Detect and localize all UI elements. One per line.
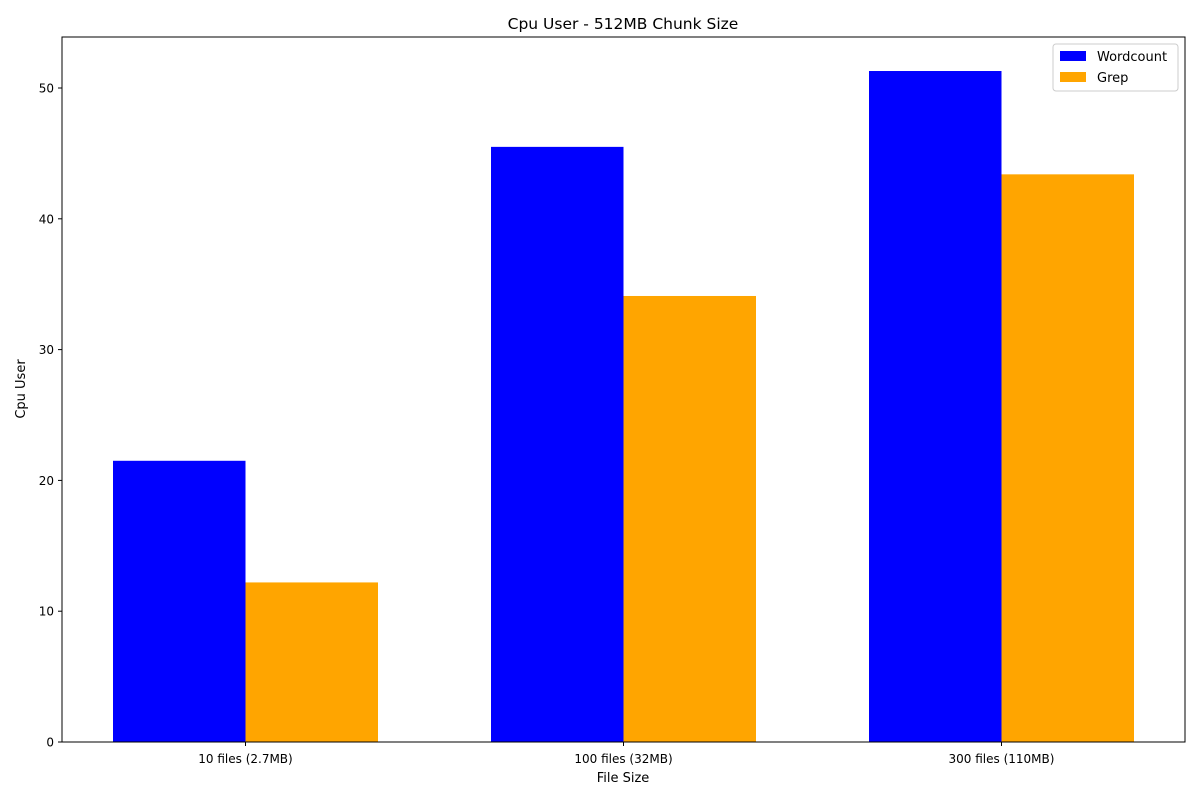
y-tick-label: 50: [39, 82, 54, 96]
bars-layer: [113, 71, 1134, 743]
y-tick-label: 0: [46, 736, 54, 750]
bar-wordcount-2: [491, 146, 624, 743]
legend-swatch-wordcount: [1060, 51, 1086, 61]
chart-title: Cpu User - 512MB Chunk Size: [508, 15, 739, 33]
y-axis-ticks: 0 10 20 30 40 50: [39, 82, 62, 750]
bar-grep-2: [623, 295, 756, 742]
y-axis-label: Cpu User: [14, 359, 29, 419]
legend-label-grep: Grep: [1097, 71, 1128, 86]
x-axis-ticks: 10 files (2.7MB) 100 files (32MB) 300 file…: [198, 742, 1054, 766]
x-axis-label: File Size: [597, 771, 650, 786]
bar-grep-1: [245, 582, 378, 742]
bar-wordcount-3: [869, 71, 1002, 742]
y-tick-label: 20: [39, 474, 54, 488]
bar-grep-3: [1001, 174, 1134, 743]
legend: Wordcount Grep: [1052, 43, 1179, 92]
y-tick-label: 10: [39, 605, 54, 619]
legend-swatch-grep: [1060, 72, 1086, 82]
x-tick-label: 300 files (110MB): [949, 752, 1055, 766]
bar-wordcount-1: [113, 460, 246, 742]
legend-label-wordcount: Wordcount: [1097, 50, 1167, 65]
x-tick-label: 100 files (32MB): [574, 752, 672, 766]
y-tick-label: 30: [39, 343, 54, 357]
y-tick-label: 40: [39, 212, 54, 226]
x-tick-label: 10 files (2.7MB): [198, 752, 292, 766]
